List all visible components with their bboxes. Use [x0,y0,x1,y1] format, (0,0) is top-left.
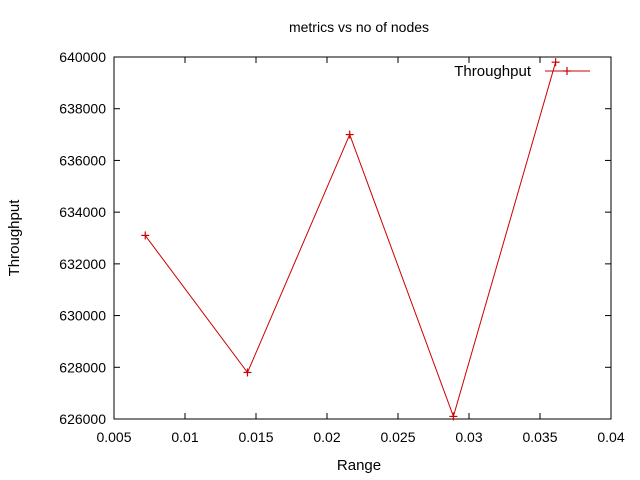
series-line-0 [144,62,557,419]
x-tick-label: 0.025 [380,429,415,445]
y-tick-label: 630000 [59,308,106,324]
y-axis-title: Throughput [6,199,23,277]
series-layer [141,58,560,421]
data-point-marker [141,231,150,240]
legend: Throughput [454,63,590,80]
data-point-marker [551,58,560,67]
chart-title: metrics vs no of nodes [289,19,429,35]
x-tick-label: 0.035 [522,429,557,445]
y-tick-label: 632000 [59,256,106,272]
legend-label-throughput: Throughput [454,63,532,80]
y-tick-label: 638000 [59,101,106,117]
x-tick-label: 0.01 [171,429,198,445]
x-tick-label: 0.04 [597,429,624,445]
y-tick-label: 628000 [59,359,106,375]
x-tick-label: 0.02 [313,429,340,445]
plot-frame [113,56,612,420]
y-axis-ticks: 626000 628000 630000 632000 634000 636000 6380… [59,49,611,427]
data-point-marker [345,130,354,139]
x-tick-label: 0.03 [455,429,482,445]
y-tick-label: 626000 [59,411,106,427]
legend-marker [563,67,571,75]
data-point-marker [243,368,252,377]
y-tick-label: 636000 [59,152,106,168]
x-tick-label: 0.015 [238,429,273,445]
x-axis-ticks: 0.005 0.01 0.015 0.02 0.025 0.03 0.035 0.04 [96,57,625,445]
data-point-marker [449,412,458,421]
x-tick-label: 0.005 [96,429,131,445]
x-axis-title: Range [337,457,381,474]
y-tick-label: 640000 [59,49,106,65]
y-tick-label: 634000 [59,204,106,220]
